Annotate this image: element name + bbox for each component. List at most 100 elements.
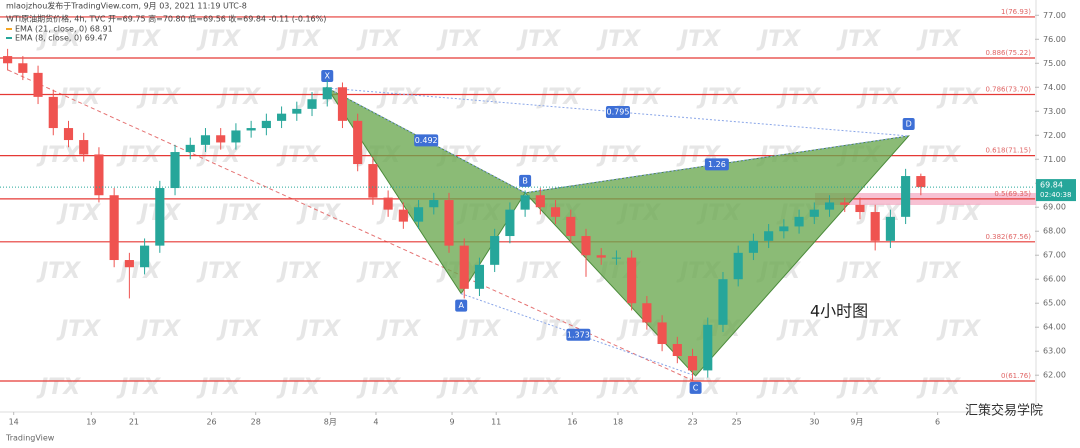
- watermark: JTX: [676, 27, 721, 52]
- fib-label: 0.886(75.22): [985, 49, 1031, 57]
- watermark: JTX: [516, 375, 561, 400]
- x-tick-label: 28: [251, 418, 261, 427]
- watermark: JTX: [916, 27, 961, 52]
- watermark: JTX: [836, 375, 881, 400]
- watermark: JTX: [56, 85, 101, 110]
- point-box: [902, 117, 915, 130]
- watermark: JTX: [356, 27, 401, 52]
- candle-body: [79, 140, 89, 155]
- fib-label: 0.382(67.56): [985, 233, 1031, 241]
- candle-body: [505, 209, 515, 237]
- point-box: [689, 381, 702, 394]
- candle-body: [322, 87, 332, 100]
- ratio-label: 1.373: [567, 330, 590, 339]
- point-box: [321, 69, 334, 82]
- candle-body: [566, 216, 576, 237]
- x-tick-label: 26: [206, 418, 216, 427]
- point-label: D: [906, 119, 912, 128]
- footer-right: 汇策交易学院: [965, 403, 1043, 419]
- watermark: JTX: [196, 259, 241, 284]
- last-price-box: [1036, 179, 1076, 202]
- fib-label: 0.5(69.35): [994, 190, 1031, 198]
- candle-body: [764, 231, 774, 241]
- watermark: JTX: [756, 375, 801, 400]
- fib-label: 1(76.93): [1001, 8, 1031, 16]
- x-tick-label: 19: [86, 418, 96, 427]
- ratio-box: [414, 134, 439, 147]
- x-tick-label: 25: [732, 418, 742, 427]
- candle-body: [642, 303, 652, 323]
- annotation: 4小时图: [810, 302, 868, 321]
- watermark: JTX: [36, 375, 81, 400]
- candle-body: [657, 322, 667, 345]
- watermark: JTX: [116, 27, 161, 52]
- ratio-line: [327, 87, 909, 137]
- candle-body: [200, 135, 211, 145]
- candle-body: [292, 108, 302, 114]
- legend-entry: EMA (21, close, 0) 68.91: [15, 25, 113, 34]
- point-box: [519, 174, 532, 187]
- candle-body: [368, 164, 378, 198]
- y-tick-label: 67.00: [1043, 251, 1066, 260]
- point-label: X: [325, 71, 331, 80]
- candle-body: [809, 209, 819, 217]
- x-tick-label: 4: [373, 418, 378, 427]
- candle-body: [581, 236, 591, 256]
- watermark: JTX: [596, 375, 641, 400]
- candle-body: [520, 195, 530, 210]
- candle-body: [383, 197, 393, 210]
- candle-body: [474, 264, 485, 289]
- ratio-label: 0.492: [415, 136, 438, 145]
- candle-body: [672, 344, 682, 357]
- y-tick-label: 65.00: [1043, 299, 1066, 308]
- attribution: mlaojzhou发布于TradingView.com, 9月 03, 2021…: [6, 1, 247, 11]
- watermark: JTX: [776, 85, 821, 110]
- watermark: JTX: [776, 317, 821, 342]
- watermark: JTX: [436, 375, 481, 400]
- candle-body: [916, 176, 926, 188]
- candle-body: [155, 188, 165, 246]
- y-tick-label: 74.00: [1043, 83, 1066, 92]
- candles: [3, 48, 926, 381]
- point-label: A: [458, 301, 464, 310]
- candle-body: [824, 202, 835, 210]
- y-tick-label: 68.00: [1043, 227, 1066, 236]
- candle-body: [535, 195, 545, 208]
- watermark: JTX: [356, 259, 401, 284]
- watermark: JTX: [456, 85, 501, 110]
- y-tick-label: 73.00: [1043, 107, 1066, 116]
- candle-body: [277, 113, 287, 121]
- candle-body: [124, 260, 134, 268]
- watermark: JTX: [916, 259, 961, 284]
- x-tick-label: 11: [491, 418, 501, 427]
- candle-body: [398, 209, 408, 222]
- y-tick-label: 72.00: [1043, 131, 1066, 140]
- countdown: 02:40:38: [1040, 191, 1071, 199]
- ratio-label: 1.26: [708, 160, 726, 169]
- y-tick-label: 77.00: [1043, 11, 1066, 20]
- y-tick-label: 63.00: [1043, 347, 1066, 356]
- point-label: B: [522, 176, 528, 185]
- watermark: JTX: [696, 85, 741, 110]
- watermark: JTX: [196, 27, 241, 52]
- candle-body: [748, 240, 758, 253]
- y-tick-label: 62.00: [1043, 371, 1066, 380]
- watermark: JTX: [596, 27, 641, 52]
- fib-label: 0(61.76): [1001, 372, 1031, 380]
- ratio-box: [605, 105, 630, 118]
- candle-body: [885, 216, 895, 241]
- candle-body: [611, 257, 621, 259]
- candle-body: [459, 245, 469, 289]
- fib-label: 0.618(71.15): [985, 147, 1031, 155]
- y-tick-label: 66.00: [1043, 275, 1066, 284]
- candle-body: [185, 144, 195, 153]
- watermark: JTX: [436, 27, 481, 52]
- watermark: JTX: [276, 27, 321, 52]
- candle-body: [901, 176, 911, 217]
- harmonic-pattern: 0.492 1.26 0.795 1.373 X A B C D: [321, 69, 915, 394]
- candle-body: [48, 96, 58, 129]
- candle-body: [414, 207, 424, 222]
- watermark: JTX: [136, 317, 181, 342]
- legend-swatch: [6, 37, 12, 39]
- candle-body: [246, 128, 256, 131]
